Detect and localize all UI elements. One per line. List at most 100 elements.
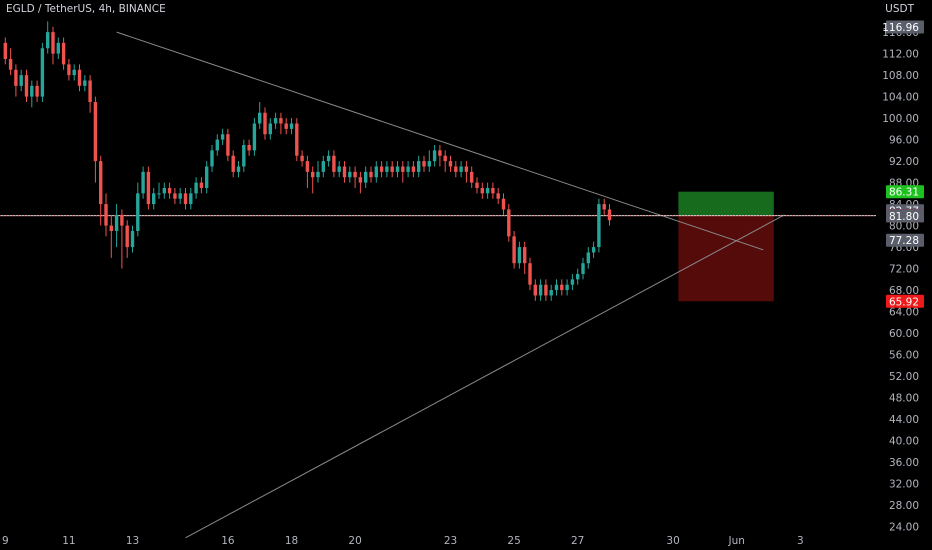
- candle-body: [93, 101, 98, 162]
- price-label-text: 65.92: [889, 296, 919, 308]
- candle-body: [348, 171, 352, 178]
- candle-body: [77, 69, 82, 86]
- candle-body: [199, 182, 204, 188]
- candle-body: [560, 284, 564, 291]
- candle-body: [544, 284, 548, 296]
- y-tick-label: 108.00: [882, 70, 919, 82]
- candle-body: [411, 166, 416, 172]
- candle-body: [109, 225, 113, 231]
- price-label-box: [886, 233, 924, 247]
- candle-body: [157, 193, 161, 195]
- candle-body: [427, 161, 431, 167]
- candle-body: [141, 171, 145, 194]
- candle-body: [152, 193, 156, 205]
- candle-body: [406, 166, 410, 172]
- candle-body: [30, 85, 34, 97]
- candle-body: [46, 32, 50, 49]
- candle-body: [432, 150, 437, 162]
- trendline: [116, 31, 764, 251]
- candle-body: [311, 171, 315, 178]
- candle-body: [226, 134, 230, 156]
- candle-body: [485, 187, 490, 194]
- y-tick-label: 64.00: [889, 307, 919, 319]
- candle-body: [289, 123, 294, 129]
- y-tick-label: 44.00: [889, 414, 919, 426]
- candle-body: [125, 225, 129, 248]
- candle-body: [35, 85, 39, 97]
- y-tick-label: 72.00: [889, 264, 919, 276]
- candle-body: [273, 118, 278, 124]
- candle-body: [263, 112, 267, 135]
- candle-body: [586, 252, 590, 264]
- candle-body: [581, 263, 585, 274]
- y-tick-label: 104.00: [882, 92, 919, 104]
- candle-body: [321, 161, 325, 172]
- x-tick-label: 9: [2, 535, 9, 547]
- candle-body: [104, 204, 108, 226]
- candle-body: [210, 150, 214, 167]
- candle-body: [56, 42, 60, 54]
- candle-body: [8, 58, 13, 70]
- candle-body: [358, 177, 363, 183]
- target-zone: [678, 191, 774, 216]
- x-tick-label: 11: [62, 535, 75, 547]
- candle-body: [3, 42, 7, 59]
- price-label: 77.28: [886, 233, 924, 247]
- candle-body: [120, 214, 124, 226]
- y-tick-label: 68.00: [889, 285, 919, 297]
- candle-body: [231, 155, 235, 172]
- candle-body: [597, 204, 601, 248]
- candle-body: [162, 187, 166, 194]
- candle-body: [501, 198, 506, 210]
- y-tick-label: 52.00: [889, 371, 919, 383]
- candle-body: [374, 166, 378, 178]
- y-tick-label: 28.00: [889, 500, 919, 512]
- candle-body: [332, 155, 336, 172]
- candle-body: [258, 112, 262, 124]
- y-tick-label: 36.00: [889, 457, 919, 469]
- candle-body: [507, 209, 511, 237]
- candle-body: [549, 290, 553, 296]
- candle-body: [364, 171, 368, 183]
- candle-body: [475, 182, 479, 188]
- candle-body: [395, 166, 400, 172]
- candle-body: [189, 193, 193, 205]
- price-label-text: 116.96: [882, 22, 919, 34]
- candle-body: [194, 182, 198, 194]
- price-label-box: [886, 20, 924, 34]
- y-tick-label: 40.00: [889, 436, 919, 448]
- candle-body: [51, 32, 55, 54]
- candle-body: [130, 230, 135, 248]
- candle-body: [533, 284, 537, 296]
- candle-body: [114, 214, 119, 231]
- candle-body: [252, 123, 257, 151]
- candle-body: [491, 187, 495, 194]
- x-tick-label: 13: [126, 535, 139, 547]
- candle-body: [602, 204, 606, 210]
- candle-body: [422, 161, 426, 167]
- price-label: 116.96: [882, 20, 924, 34]
- price-label-text: 77.28: [889, 235, 919, 247]
- candle-body: [242, 144, 246, 167]
- candle-body: [385, 166, 389, 172]
- candle-body: [136, 193, 140, 231]
- candle-body: [337, 166, 341, 172]
- candle-body: [570, 279, 575, 285]
- candle-body: [443, 155, 447, 162]
- y-tick-label: 92.00: [889, 156, 919, 168]
- price-label: 81.80: [886, 209, 924, 223]
- candle-body: [178, 193, 182, 199]
- x-tick-label: 3: [797, 535, 804, 547]
- candle-body: [326, 155, 331, 162]
- candle-body: [523, 247, 527, 264]
- candle-body: [316, 171, 320, 178]
- price-label: 86.31: [886, 185, 924, 199]
- candle-body: [390, 166, 394, 172]
- y-tick-label: 60.00: [889, 328, 919, 340]
- x-tick-label: 27: [571, 535, 584, 547]
- y-tick-label: 24.00: [889, 522, 919, 534]
- candle-body: [295, 123, 299, 156]
- candle-body: [205, 166, 209, 188]
- x-tick-label: 23: [444, 535, 457, 547]
